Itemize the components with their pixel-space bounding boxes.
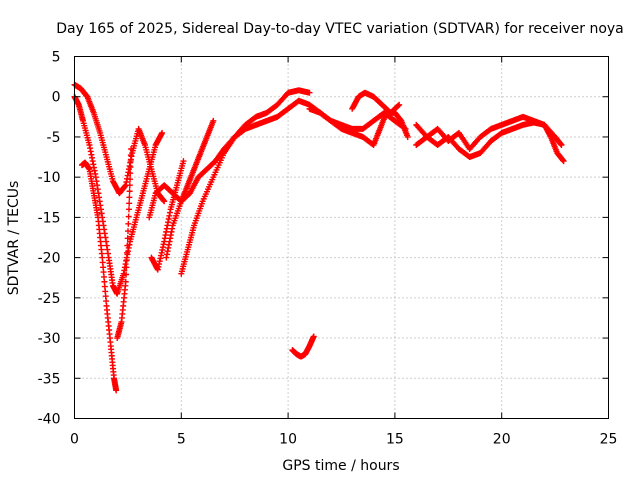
x-tick-label: 10 [279, 432, 297, 448]
y-axis-label: SDTVAR / TECUs [6, 181, 22, 296]
x-tick-label: 25 [600, 432, 618, 448]
series-trace-m [413, 119, 567, 165]
data-point [306, 89, 313, 96]
axis-ticks: 0 5 10 15 20 25 5 0 -5 -10 -15 -20 -25 -30 -35 -40 [38, 50, 618, 448]
x-tick-label: 0 [70, 432, 79, 448]
data-point [126, 200, 133, 207]
data-point [180, 158, 187, 165]
data-point [127, 164, 134, 171]
data-point [161, 198, 168, 205]
series-trace-g [146, 97, 409, 221]
data-point [560, 158, 567, 165]
data-point [127, 170, 134, 177]
data-point [128, 146, 135, 153]
series-trace-b [71, 93, 166, 297]
data-point [126, 182, 133, 189]
y-tick-label: -5 [47, 130, 61, 146]
data-point [126, 194, 133, 201]
y-tick-label: -20 [38, 251, 61, 267]
data-point [124, 235, 131, 242]
y-tick-label: 5 [52, 50, 61, 66]
data-point [127, 152, 134, 159]
series-trace-k [289, 333, 317, 360]
data-point [125, 220, 132, 227]
y-tick-label: -35 [38, 371, 61, 387]
data-point [123, 257, 130, 264]
data-point [396, 101, 403, 108]
data-point [127, 158, 134, 165]
data-marks [71, 81, 567, 394]
data-point [558, 141, 565, 148]
series-trace-h [178, 87, 313, 277]
data-point [126, 188, 133, 195]
data-point [125, 206, 132, 213]
data-point [125, 213, 132, 220]
plot-frame [74, 56, 609, 419]
series-trace-j [349, 89, 403, 116]
y-tick-label: -40 [38, 412, 61, 428]
x-tick-label: 15 [386, 432, 404, 448]
y-tick-label: -15 [38, 210, 61, 226]
series-trace-i [306, 105, 411, 148]
data-point [395, 102, 402, 109]
data-point [123, 271, 130, 278]
y-tick-label: 0 [52, 90, 61, 106]
data-point [122, 278, 129, 285]
series-trace-a [71, 81, 168, 205]
data-point [210, 117, 217, 124]
data-point [113, 387, 120, 394]
x-tick-label: 20 [493, 432, 511, 448]
data-point [124, 242, 131, 249]
x-tick-label: 5 [177, 432, 186, 448]
y-tick-label: -30 [38, 331, 61, 347]
x-axis-label: GPS time / hours [282, 458, 399, 474]
data-point [127, 176, 134, 183]
data-point [124, 249, 131, 256]
grid [74, 56, 609, 419]
data-point [123, 264, 130, 271]
data-point [404, 133, 411, 140]
y-tick-label: -25 [38, 291, 61, 307]
data-point [310, 333, 317, 340]
series-trace-d [114, 146, 135, 342]
y-tick-label: -10 [38, 170, 61, 186]
data-point [125, 228, 132, 235]
chart-title: Day 165 of 2025, Sidereal Day-to-day VTE… [56, 21, 624, 37]
series-trace-c [78, 159, 120, 394]
data-point [159, 129, 166, 136]
